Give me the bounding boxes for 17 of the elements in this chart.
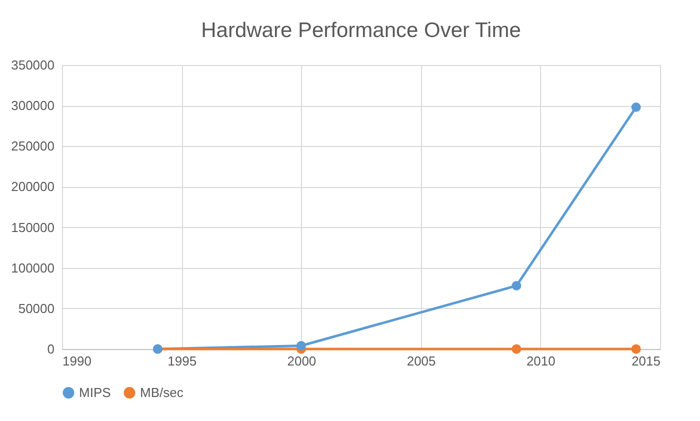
y-tick-label: 250000 <box>11 138 54 154</box>
x-tick-label: 2000 <box>287 354 316 368</box>
x-tick-label: 1995 <box>168 354 197 368</box>
y-tick-label: 300000 <box>11 98 54 114</box>
x-tick-label: 2005 <box>406 354 436 368</box>
x-tick-label: 1990 <box>62 354 92 368</box>
y-tick-label: 100000 <box>11 260 54 276</box>
legend-label: MIPS <box>79 384 112 400</box>
x-tick-label: 2015 <box>632 354 660 368</box>
y-tick-label: 200000 <box>11 179 54 194</box>
chart-title: Hardware Performance Over Time <box>201 19 521 42</box>
y-tick-label: 0 <box>47 342 54 356</box>
y-tick-label: 50000 <box>18 300 54 316</box>
y-tick-label: 150000 <box>11 220 54 235</box>
x-tick-label: 2010 <box>526 354 556 368</box>
y-tick-label: 350000 <box>11 58 54 72</box>
legend-label: MB/sec <box>140 384 184 400</box>
